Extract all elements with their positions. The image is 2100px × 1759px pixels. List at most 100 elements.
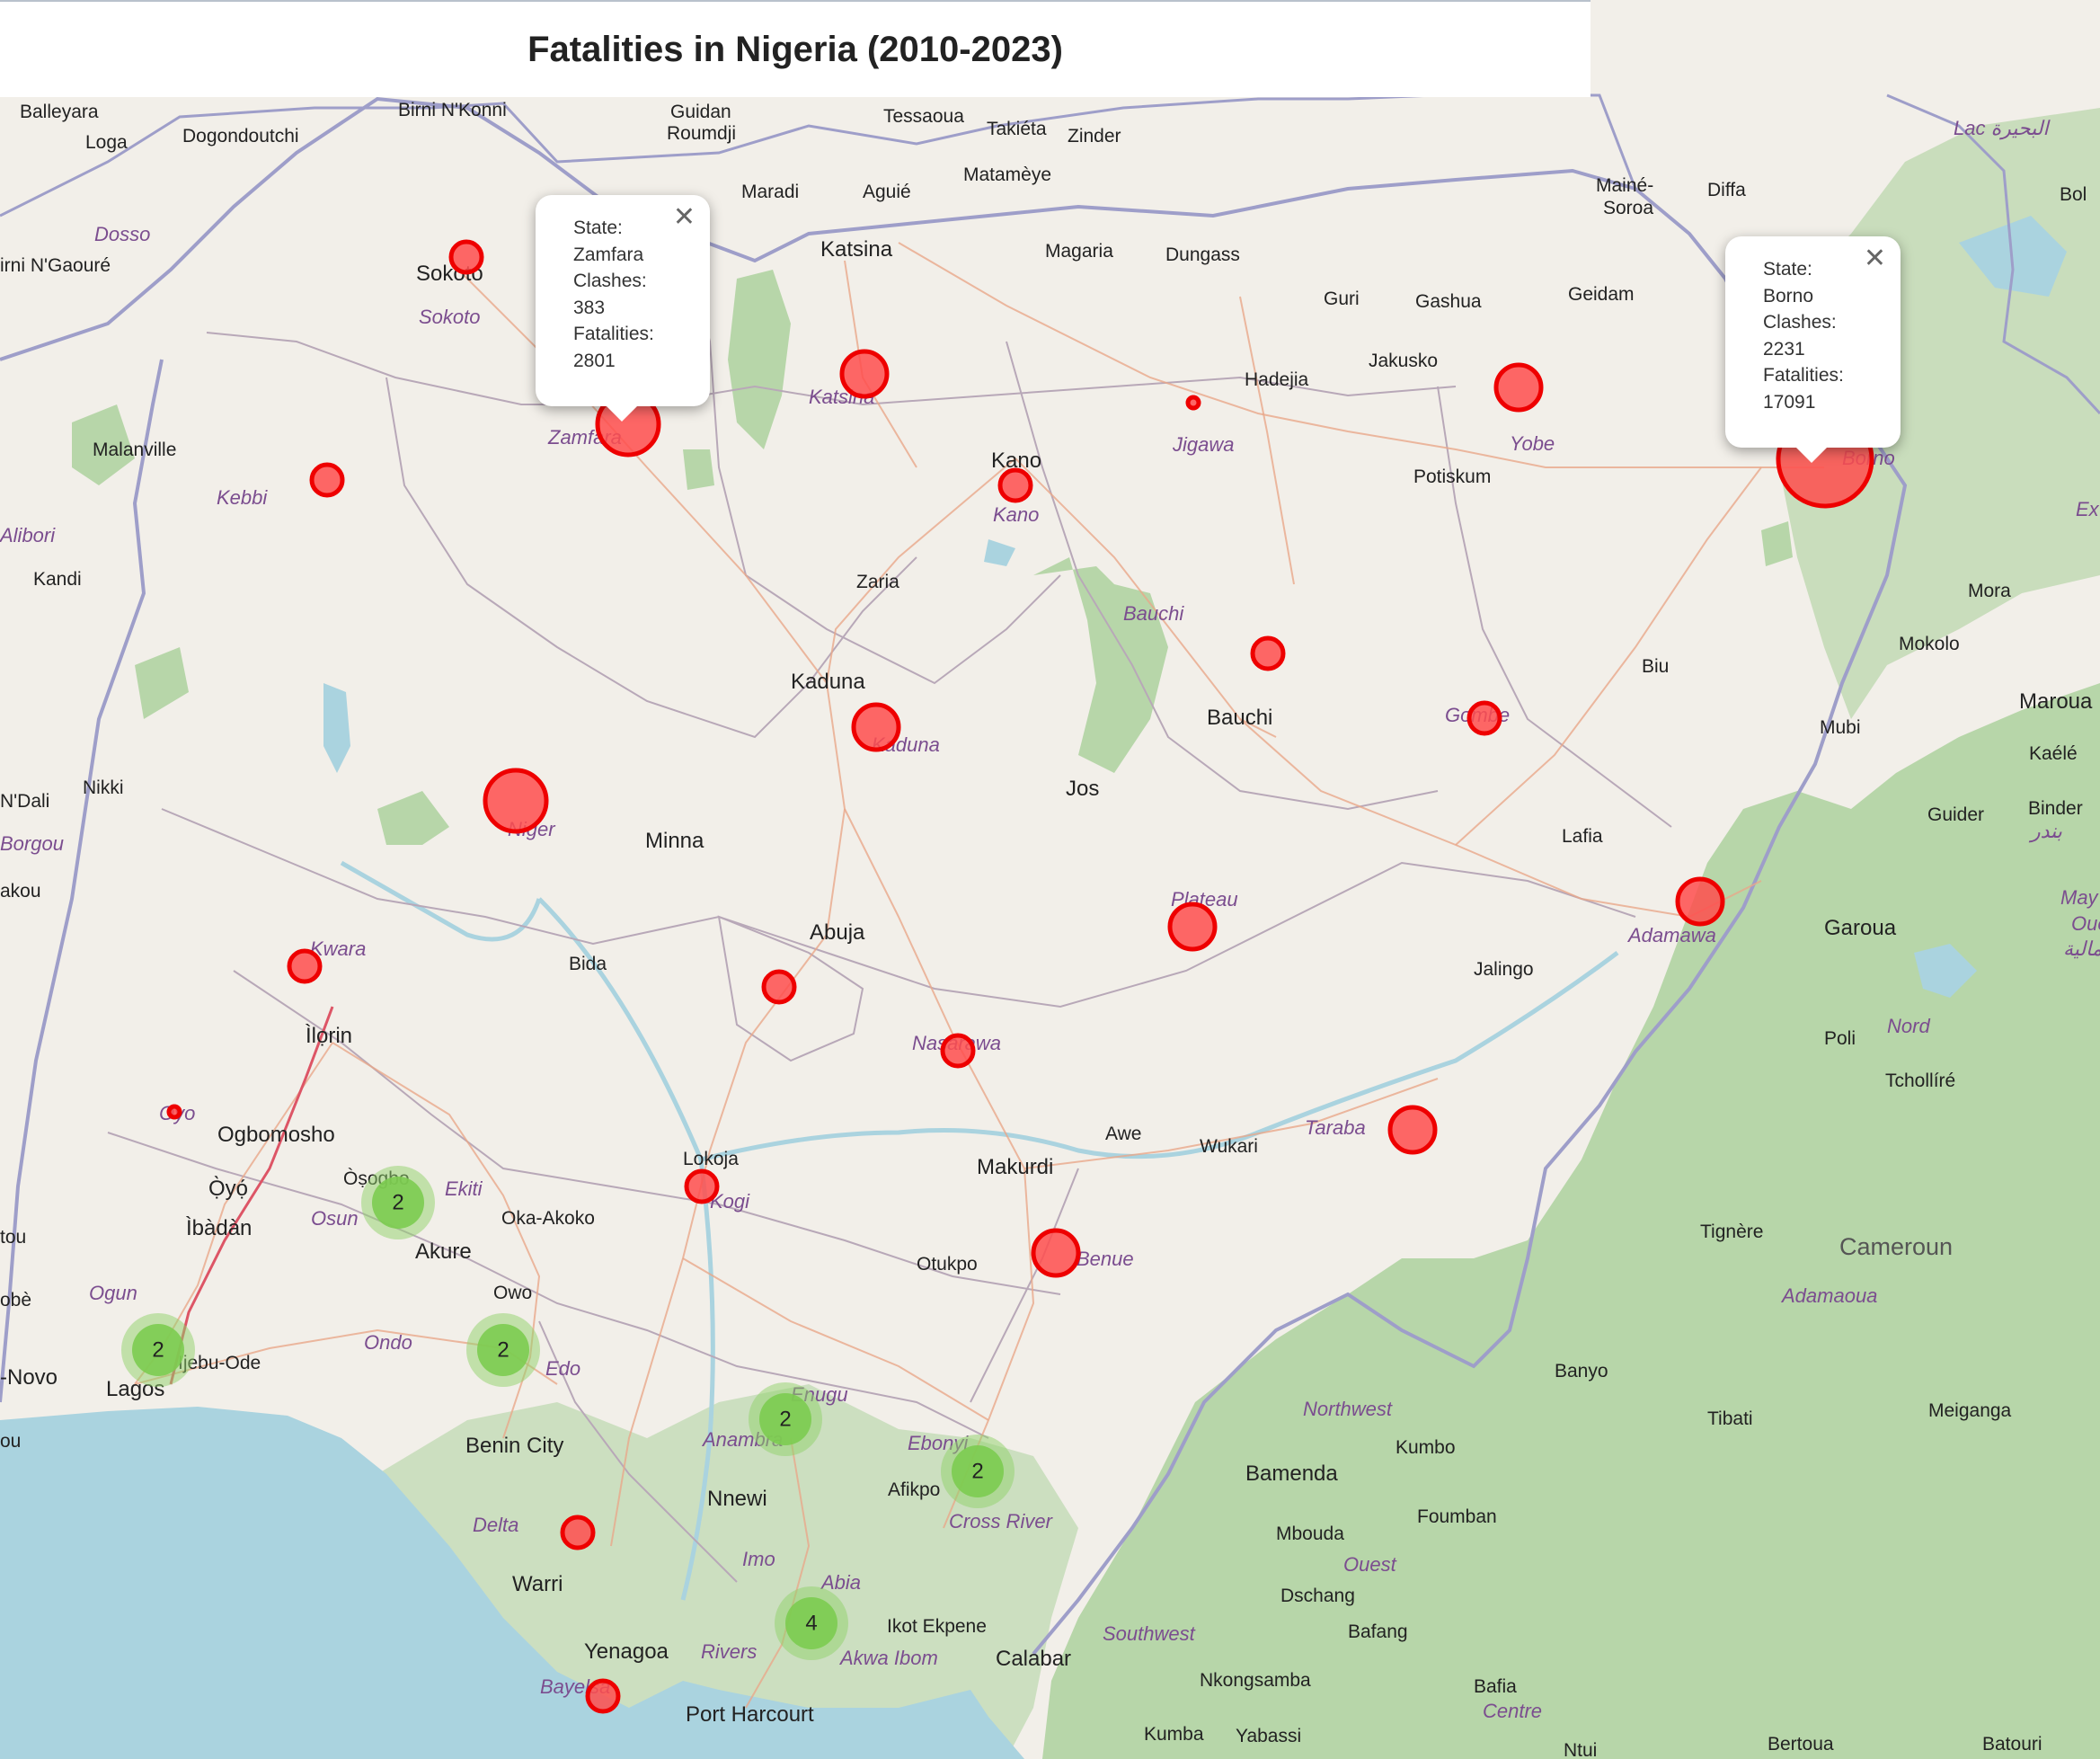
- city-label: Jalingo: [1474, 959, 1534, 980]
- cluster-enugu[interactable]: 2: [749, 1382, 822, 1456]
- marker-bauchi[interactable]: [1250, 635, 1286, 671]
- region-label: Bauchi: [1123, 602, 1184, 625]
- region-label: بندر: [2028, 820, 2062, 843]
- city-label: Mora: [1968, 581, 2011, 601]
- city-label: -Novo: [0, 1365, 58, 1390]
- region-label: Rivers: [701, 1640, 757, 1663]
- marker-oyo[interactable]: [166, 1104, 182, 1120]
- city-label: Ikot Ekpene: [887, 1616, 987, 1637]
- city-label: Warri: [512, 1572, 563, 1596]
- marker-benue[interactable]: [1031, 1228, 1081, 1278]
- marker-kebbi[interactable]: [309, 462, 345, 498]
- city-label: Tibati: [1707, 1408, 1753, 1429]
- marker-kwara[interactable]: [287, 948, 323, 984]
- city-label: Gashua: [1415, 291, 1482, 312]
- region-label: Ouest: [1343, 1553, 1397, 1576]
- cluster-count: 4: [805, 1612, 817, 1636]
- city-label: Jakusko: [1369, 351, 1438, 371]
- city-label: Takiéta: [987, 119, 1047, 139]
- marker-kaduna[interactable]: [851, 702, 901, 752]
- region-label: Borgou: [0, 832, 64, 855]
- city-label: Afikpo: [888, 1479, 940, 1500]
- region-label: Adamawa: [1626, 924, 1716, 946]
- city-label: Aguié: [863, 182, 911, 202]
- popup-fatalities-label: Fatalities:: [573, 324, 654, 344]
- popup-tip: [606, 405, 638, 422]
- vegetation-patches: [72, 270, 1793, 845]
- marker-katsina[interactable]: [839, 349, 890, 399]
- city-label: Soroa: [1603, 198, 1653, 218]
- city-labels: Balleyara Loga Dogondoutchi Birni N'Konn…: [0, 100, 2093, 1759]
- city-label: Makurdi: [977, 1155, 1053, 1179]
- country-label: Cameroun: [1839, 1233, 1953, 1260]
- city-label: Batouri: [1982, 1734, 2042, 1755]
- city-label: Owo: [493, 1283, 532, 1303]
- region-label: Dosso: [94, 223, 150, 245]
- city-label: Lokoja: [683, 1149, 739, 1169]
- city-label: ou: [0, 1431, 21, 1452]
- city-label: Wukari: [1200, 1136, 1258, 1157]
- marker-nasarawa[interactable]: [940, 1033, 976, 1069]
- marker-jigawa[interactable]: [1185, 395, 1201, 411]
- close-icon[interactable]: ✕: [1863, 244, 1886, 273]
- cluster-akwa-ibom[interactable]: 4: [775, 1586, 848, 1660]
- city-label: Benin City: [465, 1434, 563, 1458]
- region-label: Ogun: [89, 1282, 137, 1304]
- popup-state-value: Zamfara: [573, 244, 644, 265]
- popup-clashes-value: 383: [573, 297, 606, 318]
- city-label: Yenagoa: [584, 1639, 669, 1664]
- popup-state-value: Borno: [1763, 285, 1814, 306]
- marker-bayelsa[interactable]: [585, 1678, 621, 1714]
- border-benin: [0, 359, 164, 1403]
- marker-fct[interactable]: [761, 969, 797, 1005]
- city-label: Katsina: [820, 237, 893, 262]
- region-label: May: [2060, 886, 2100, 909]
- city-label: Geidam: [1568, 284, 1635, 305]
- close-icon[interactable]: ✕: [672, 202, 696, 232]
- city-label: Garoua: [1824, 916, 1897, 940]
- city-label: Bertoua: [1768, 1734, 1834, 1755]
- city-label: N'Dali: [0, 791, 49, 812]
- cluster-ondo[interactable]: 2: [466, 1313, 540, 1387]
- marker-kano[interactable]: [997, 467, 1033, 503]
- region-label: Ekiti: [445, 1177, 483, 1200]
- city-label: Jos: [1066, 777, 1099, 801]
- city-label: Loga: [85, 132, 128, 153]
- marker-kogi[interactable]: [684, 1168, 720, 1204]
- region-label: Taraba: [1305, 1116, 1366, 1139]
- region-label: Oue: [2071, 912, 2100, 935]
- marker-sokoto[interactable]: [448, 239, 484, 275]
- cluster-count: 2: [152, 1338, 164, 1363]
- region-label: Delta: [473, 1514, 518, 1536]
- cluster-ebonyi[interactable]: 2: [941, 1435, 1015, 1508]
- city-label: Mainé-: [1596, 175, 1653, 196]
- marker-adamawa[interactable]: [1675, 876, 1725, 927]
- city-label: Bafia: [1474, 1676, 1517, 1697]
- city-label: Potiskum: [1413, 466, 1491, 487]
- cluster-count: 2: [971, 1460, 983, 1484]
- city-label: Binder: [2028, 798, 2083, 819]
- region-label: Lac البحيرة: [1954, 117, 2051, 140]
- marker-delta[interactable]: [560, 1515, 596, 1550]
- region-label: الشمالية: [2063, 937, 2100, 960]
- cluster-lagos[interactable]: 2: [121, 1313, 195, 1387]
- city-label: Lafia: [1562, 826, 1603, 847]
- city-label: Ìlọrin: [306, 1024, 352, 1048]
- city-label: Port Harcourt: [686, 1702, 814, 1727]
- city-label: Zaria: [856, 572, 899, 592]
- region-label: Adamaoua: [1780, 1284, 1877, 1307]
- cluster-osun[interactable]: 2: [361, 1166, 435, 1239]
- city-label: Bamenda: [1245, 1461, 1338, 1486]
- city-label: Ìbàdàn: [186, 1216, 252, 1240]
- city-label: Birni N'Konni: [398, 100, 507, 120]
- marker-gombe[interactable]: [1466, 700, 1502, 736]
- marker-taraba[interactable]: [1387, 1105, 1438, 1155]
- city-label: Foumban: [1417, 1506, 1497, 1527]
- marker-niger[interactable]: [483, 768, 549, 834]
- marker-plateau[interactable]: [1167, 902, 1218, 952]
- city-label: Maradi: [741, 182, 799, 202]
- city-label: Kaélé: [2029, 743, 2078, 764]
- city-label: Matamèye: [963, 164, 1051, 185]
- marker-yobe[interactable]: [1493, 362, 1544, 413]
- popup-state-label: State:: [573, 218, 623, 238]
